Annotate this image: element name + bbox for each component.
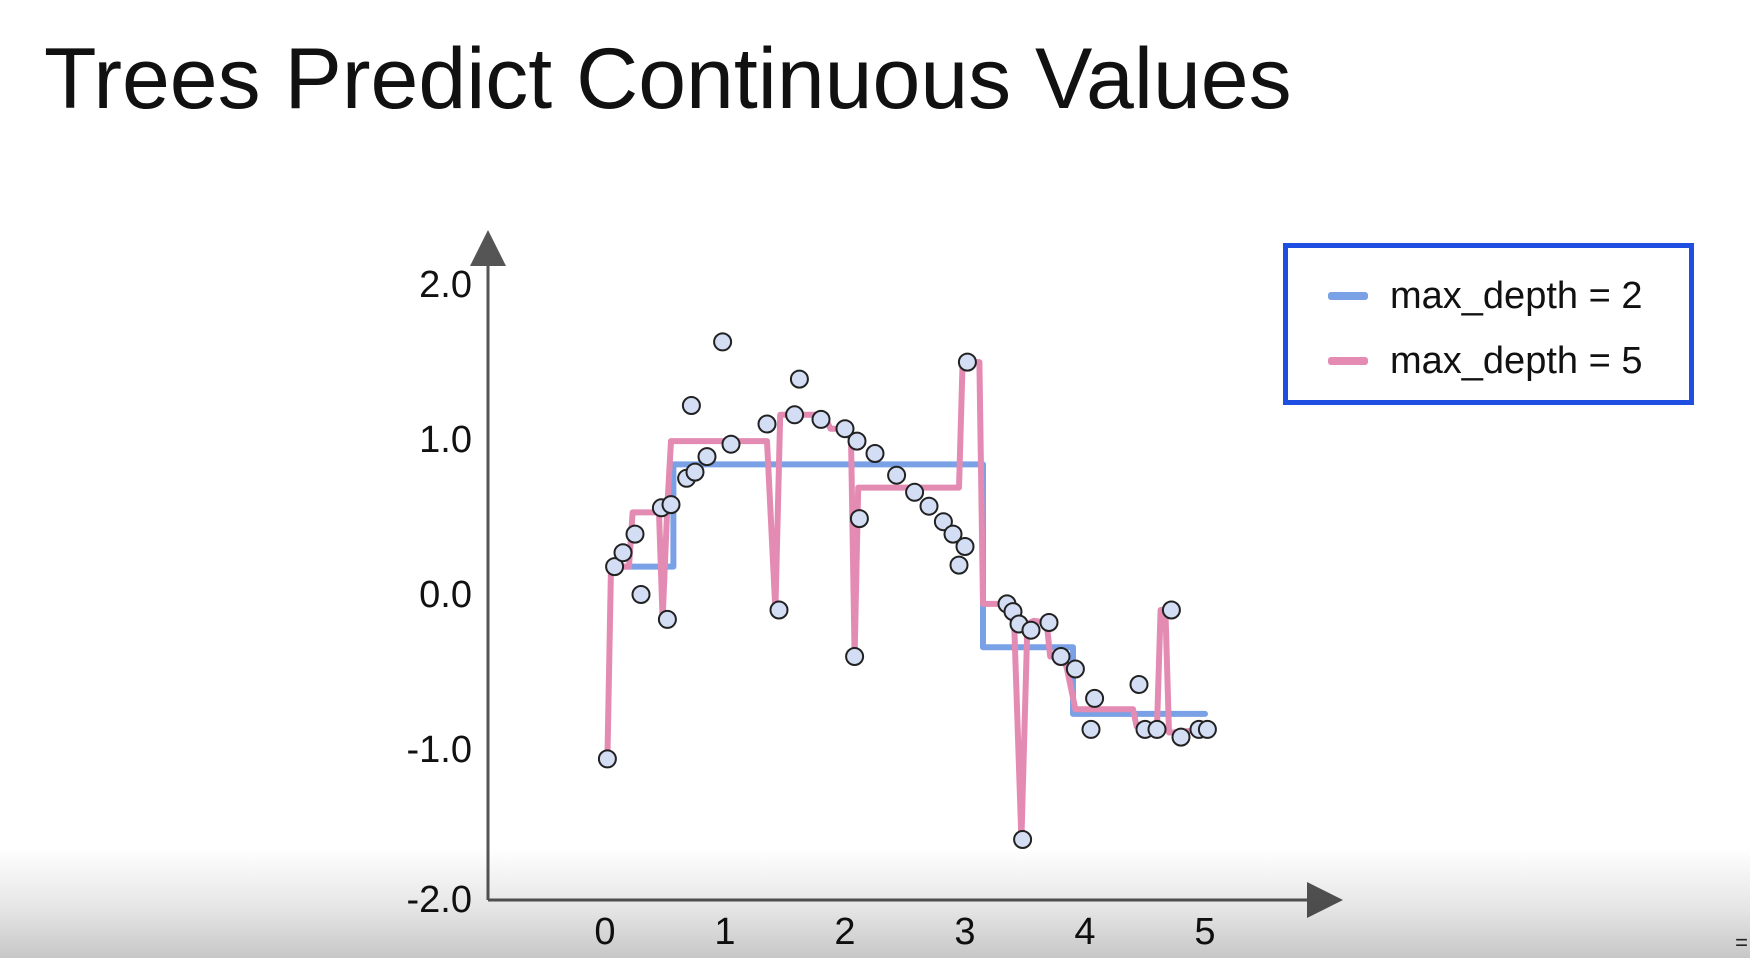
data-point [835,419,855,439]
x-tick-label: 0 [594,911,615,953]
y-tick-label: 0.0 [419,574,472,616]
data-point [1147,719,1167,739]
data-point [697,447,717,467]
x-tick-label: 2 [834,911,855,953]
data-point [1171,727,1191,747]
x-tick-label: 1 [714,911,735,953]
data-point [887,465,907,485]
data-point [849,509,869,529]
data-point [1085,688,1105,708]
data-point [1197,719,1217,739]
data-point [721,434,741,454]
legend-entry-depth5: max_depth = 5 [1328,339,1643,382]
data-point [785,405,805,425]
data-point [769,600,789,620]
data-point [685,462,705,482]
data-point [847,431,867,451]
data-point [625,524,645,544]
y-tick-label: 1.0 [419,419,472,461]
data-point [1021,620,1041,640]
data-point [1129,675,1149,694]
data-point [613,543,633,563]
data-point [955,537,975,556]
data-point [789,369,809,389]
data-point [1039,613,1059,632]
slide-title: Trees Predict Continuous Values [44,31,1292,127]
data-point [919,496,939,516]
data-point [1051,647,1071,666]
data-point [1081,719,1101,739]
data-point [681,396,701,415]
x-tick-label: 4 [1074,911,1095,953]
x-tick-label: 3 [954,911,975,953]
data-point [811,409,831,429]
data-point [597,749,617,769]
legend-label-depth2: max_depth = 2 [1390,274,1643,317]
data-point [757,414,777,434]
y-tick-label: 2.0 [419,264,472,306]
data-point [949,555,969,575]
data-point [943,524,963,544]
data-point [933,512,953,532]
data-point [1161,600,1181,620]
data-point [713,332,733,352]
data-point [605,557,625,577]
legend-entry-depth2: max_depth = 2 [1328,274,1643,317]
y-tick-label: -2.0 [407,879,472,921]
data-point [1065,659,1085,679]
x-tick-label: 5 [1194,911,1215,953]
legend-swatch-depth2 [1328,292,1368,300]
data-point [845,647,865,666]
legend-label-depth5: max_depth = 5 [1390,339,1643,382]
data-point [957,352,977,372]
corner-glyph: = [1735,930,1748,955]
data-point [661,495,681,515]
series-line-max-depth-2 [608,461,1208,717]
data-point [657,609,677,629]
legend-swatch-depth5 [1328,357,1368,365]
data-point [865,444,885,463]
data-point [631,585,651,604]
y-tick-label: -1.0 [407,729,472,771]
data-point [905,482,925,502]
series-line-max-depth-5 [604,359,1211,843]
data-point [1013,830,1033,849]
legend: max_depth = 2 max_depth = 5 [1283,243,1694,405]
